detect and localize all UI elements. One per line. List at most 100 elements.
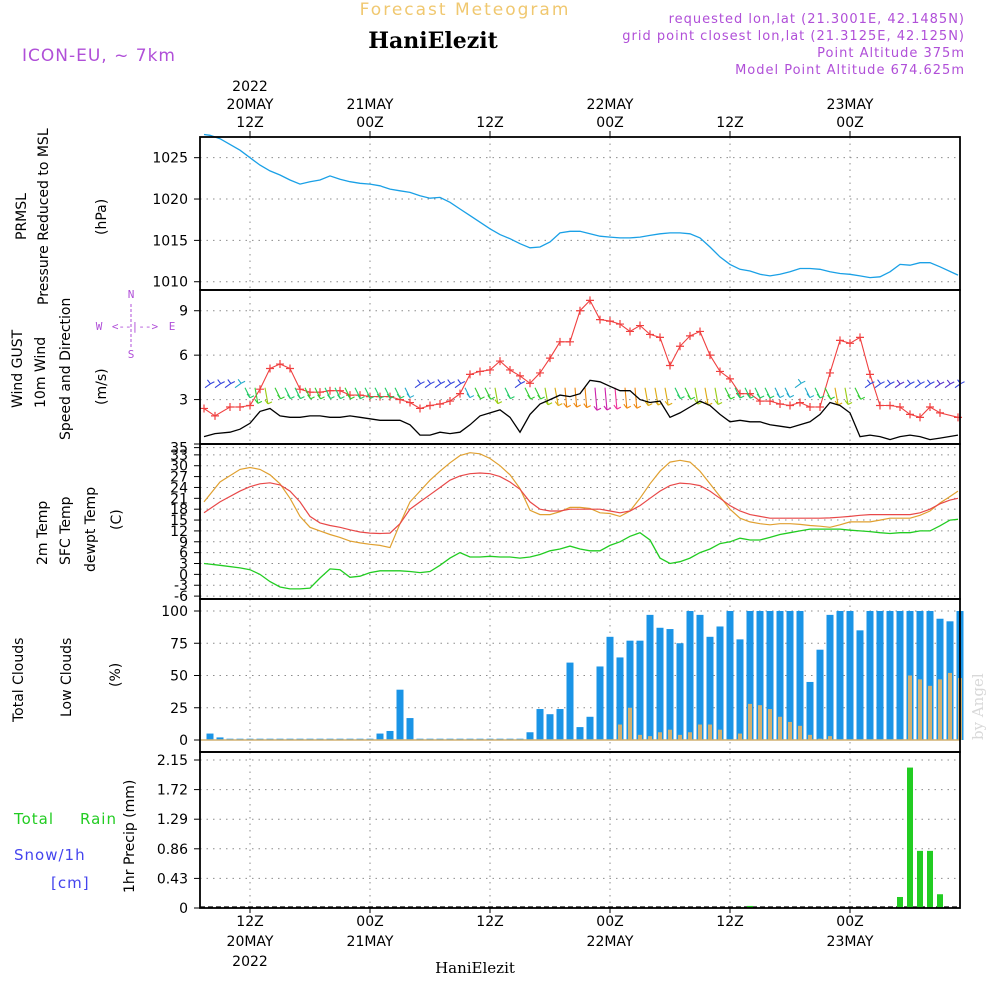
- low-cloud-bar: [638, 734, 642, 740]
- compass-west: W: [96, 320, 103, 333]
- total-cloud-bar: [646, 614, 654, 740]
- low-cloud-bar: [688, 732, 692, 740]
- gust-marker: [496, 357, 504, 366]
- wind-arrow-head: [917, 379, 925, 385]
- wind-arrow-head: [437, 379, 446, 384]
- total-cloud-bar: [926, 611, 934, 740]
- precip-bar: [927, 850, 933, 908]
- total-cloud-bar: [656, 627, 664, 740]
- wind-arrow-head: [563, 402, 571, 408]
- total-cloud-bar: [536, 709, 544, 740]
- wind-arrow-head: [926, 379, 935, 385]
- wind-arrow-head: [857, 394, 866, 400]
- total-cloud-bar: [626, 640, 634, 740]
- precip-axis-label: 1hr Precip (mm): [122, 780, 138, 893]
- temp-tick-35: 35: [170, 441, 188, 457]
- low-cloud-bar: [908, 675, 912, 740]
- wind-arrow-head: [866, 379, 875, 385]
- total-cloud-bar: [916, 611, 924, 740]
- gust-marker: [526, 379, 534, 388]
- wind-arrow-head: [677, 394, 685, 400]
- low-cloud-bar: [788, 721, 792, 740]
- wind-arrow-head: [396, 393, 405, 399]
- total-cloud-bar: [386, 730, 394, 740]
- chart-title: Forecast Meteogram: [360, 0, 571, 20]
- gust-marker: [276, 360, 284, 369]
- top-time-axis: 2022 20MAY 12Z 21MAY 00Z 12Z 22MAY 00Z 12Z 23MAY 0…: [227, 79, 874, 137]
- wind-arrow: [574, 387, 578, 408]
- grid-point-coords: grid point closest lon,lat (21.3125E, 42…: [622, 29, 965, 44]
- cloud-tick-25: 25: [170, 701, 188, 717]
- low-cloud-bar: [948, 672, 952, 740]
- total-cloud-bar: [866, 611, 874, 740]
- wind-arrow-head: [886, 379, 895, 385]
- wind-arrow: [594, 387, 598, 411]
- wind-arrow: [714, 387, 719, 405]
- model-altitude: Model Point Altitude 674.625m: [735, 63, 965, 78]
- wind-arrow-head: [623, 403, 632, 409]
- wind-arrow-head: [554, 401, 563, 407]
- wind-arrow-head: [357, 394, 365, 400]
- gust-marker: [796, 398, 804, 407]
- gust-marker: [726, 374, 734, 383]
- temp-tick-30: 30: [170, 459, 188, 475]
- temp-tick-6: 6: [179, 546, 188, 562]
- gust-marker: [596, 315, 604, 324]
- total-cloud-bar: [786, 611, 794, 740]
- wind-arrow-head: [327, 394, 335, 400]
- compass-arrows-h: <--|-->: [112, 320, 159, 333]
- wind-arrow-head: [727, 394, 735, 400]
- wind-arrow: [514, 383, 522, 389]
- gust-marker: [756, 397, 764, 406]
- wind-arrow-head: [844, 400, 853, 405]
- snow-label: Snow/1h: [14, 846, 86, 864]
- bottom-label-hour: 00Z: [356, 914, 383, 930]
- low-cloud-bar: [778, 716, 782, 740]
- compass-north: N: [128, 288, 135, 301]
- sfc-label: SFC Temp: [58, 496, 74, 565]
- total-cloud-bar: [776, 611, 784, 740]
- wind-arrow-head: [246, 393, 255, 399]
- wind-arrow-head: [766, 393, 775, 399]
- gust-marker: [766, 397, 774, 406]
- low-cloud-bar: [708, 724, 712, 740]
- watermark: by Angel: [969, 673, 987, 740]
- wind-arrow-head: [297, 394, 305, 400]
- precip-bar: [907, 767, 913, 908]
- compass-south: S: [128, 348, 135, 361]
- total-cloud-bar: [736, 639, 744, 740]
- gust-marker: [556, 337, 564, 346]
- gust-marker: [326, 386, 334, 395]
- wind-arrow: [924, 383, 931, 389]
- wind-arrow: [864, 383, 871, 389]
- total-cloud-bar: [546, 714, 554, 740]
- requested-coords: requested lon,lat (21.3001E, 42.1485N): [669, 12, 965, 27]
- wind-direction-label: Speed and Direction: [58, 298, 74, 440]
- wind-arrow-head: [206, 379, 215, 385]
- gust-label: Wind GUST: [10, 329, 26, 408]
- wind-arrow: [224, 383, 232, 389]
- precip-tick-1.29: 1.29: [157, 812, 188, 828]
- wind-arrow-head: [687, 394, 696, 400]
- gust-marker: [926, 402, 934, 411]
- wind-arrow: [904, 383, 911, 389]
- total-cloud-bar: [566, 662, 574, 740]
- bottom-label-date: 20MAY: [227, 934, 274, 950]
- gust-marker: [211, 411, 219, 420]
- temp-tick-27: 27: [170, 470, 188, 486]
- gust-marker: [466, 370, 474, 379]
- wind-arrow-head: [457, 379, 466, 384]
- gust-marker: [336, 386, 344, 395]
- total-cloud-bar: [406, 718, 414, 740]
- gust-marker: [816, 402, 824, 411]
- wind-arrow-head: [237, 378, 246, 384]
- gust-marker: [576, 306, 584, 315]
- temp-tick-15: 15: [170, 513, 188, 529]
- temp-tick-18: 18: [170, 502, 188, 518]
- wind-arrow: [414, 383, 421, 389]
- gust-marker: [436, 400, 444, 409]
- total-cloud-bar: [826, 614, 834, 740]
- gust-marker: [506, 365, 514, 374]
